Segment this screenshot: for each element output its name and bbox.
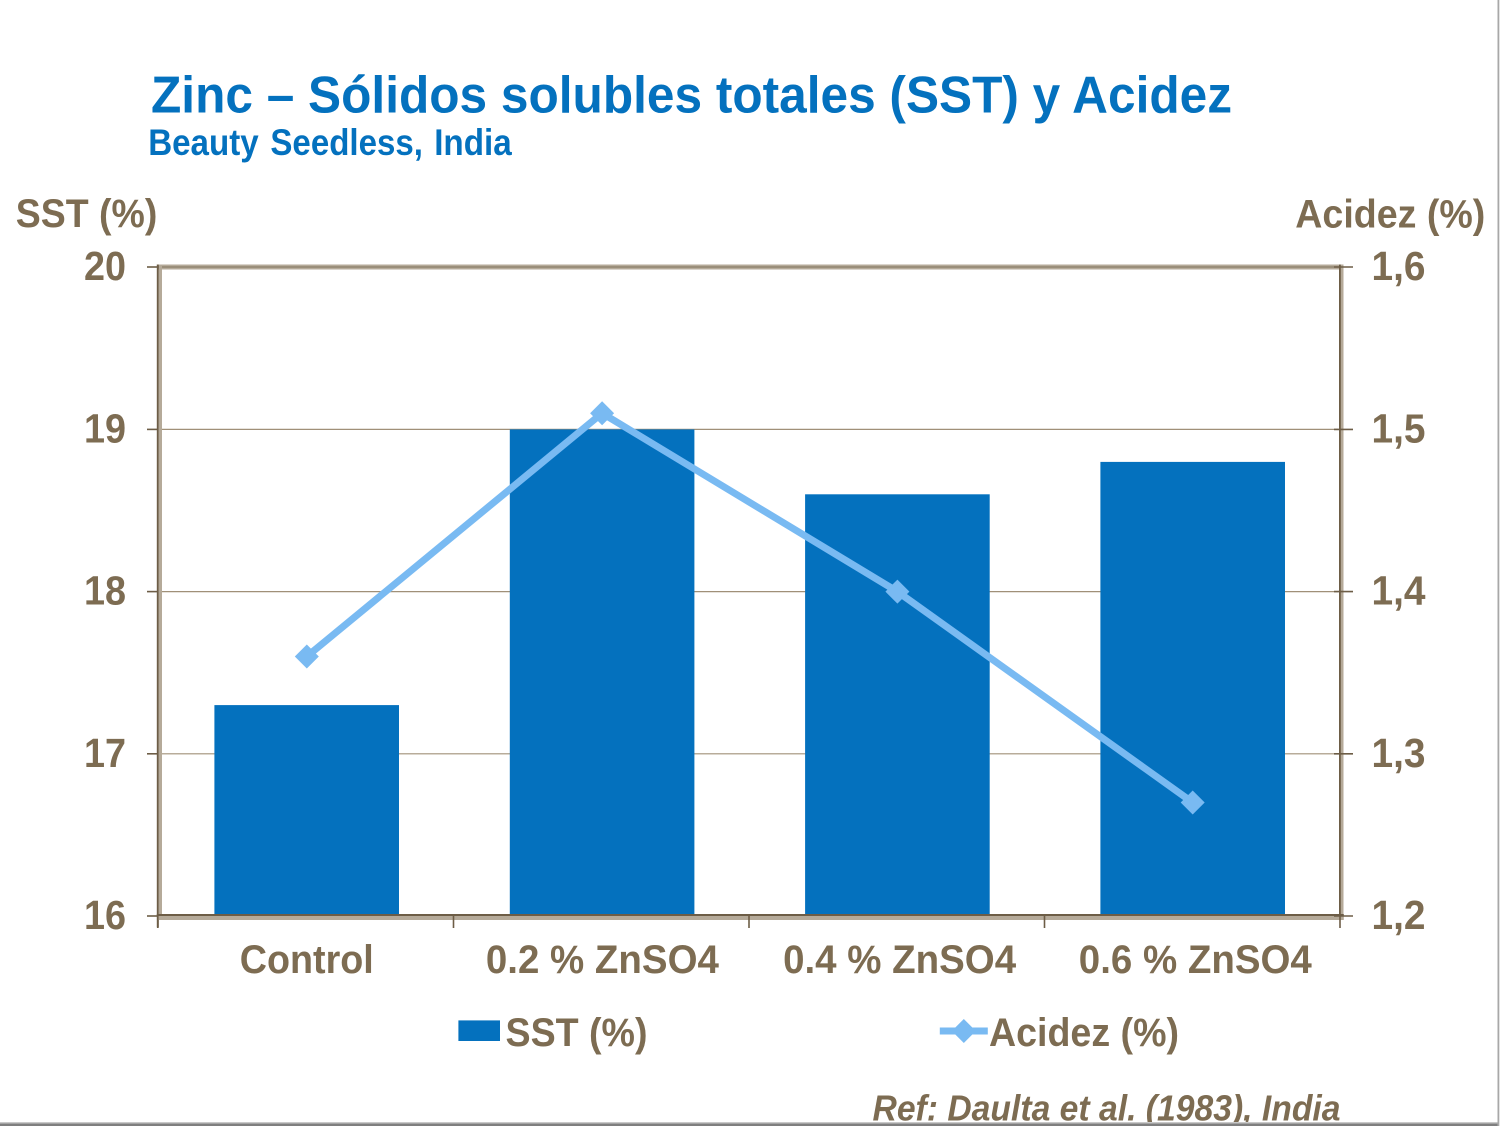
svg-text:0.6 % ZnSO4: 0.6 % ZnSO4: [1079, 938, 1312, 982]
svg-text:SST (%): SST (%): [506, 1011, 648, 1055]
svg-text:17: 17: [84, 730, 126, 776]
svg-text:1,2: 1,2: [1372, 892, 1426, 938]
svg-text:1,3: 1,3: [1372, 730, 1426, 776]
svg-text:0.2 % ZnSO4: 0.2 % ZnSO4: [486, 938, 719, 982]
svg-text:0.4 % ZnSO4: 0.4 % ZnSO4: [783, 938, 1016, 982]
svg-text:Acidez (%): Acidez (%): [989, 1011, 1179, 1055]
svg-text:16: 16: [84, 892, 126, 938]
svg-text:Zinc – Sólidos solubles totale: Zinc – Sólidos solubles totales (SST) y …: [151, 67, 1232, 125]
svg-text:1,5: 1,5: [1372, 405, 1426, 451]
svg-text:SST (%): SST (%): [16, 192, 158, 236]
svg-text:19: 19: [84, 405, 126, 451]
svg-text:Control: Control: [240, 938, 374, 982]
svg-text:1,4: 1,4: [1372, 568, 1426, 614]
svg-text:Acidez (%): Acidez (%): [1295, 192, 1485, 236]
svg-text:20: 20: [84, 243, 126, 289]
svg-text:Ref: Daulta et al. (1983), Ind: Ref: Daulta et al. (1983), India: [873, 1087, 1341, 1126]
svg-text:1,6: 1,6: [1372, 243, 1426, 289]
svg-text:18: 18: [84, 568, 126, 614]
